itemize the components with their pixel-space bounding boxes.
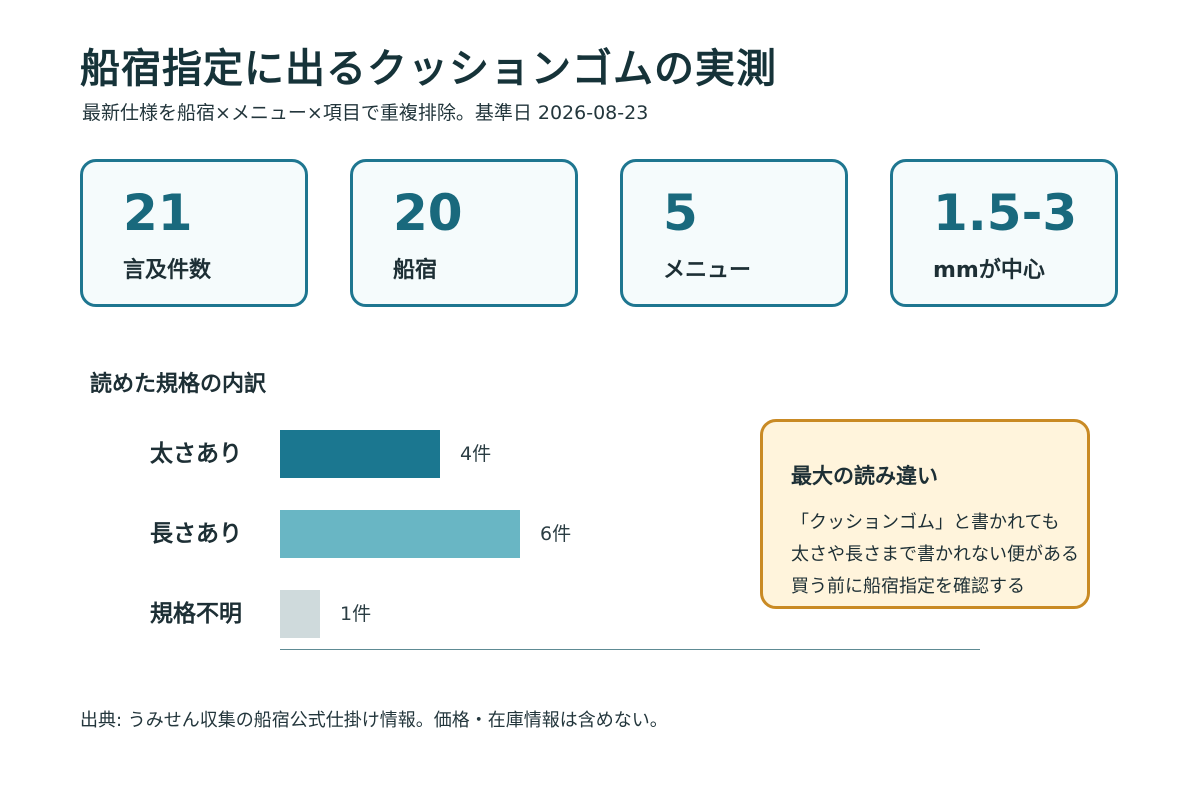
bar-category-label: 長さあり xyxy=(150,521,242,547)
kpi-label: メニュー xyxy=(663,258,752,283)
kpi-label: 言及件数 xyxy=(123,258,212,283)
callout-line: 太さや長さまで書かれない便がある xyxy=(791,544,1079,565)
bar xyxy=(280,510,520,558)
page-subtitle: 最新仕様を船宿×メニュー×項目で重複排除。基準日 2026-08-23 xyxy=(82,102,649,124)
chart-title: 読めた規格の内訳 xyxy=(90,372,267,397)
page-title: 船宿指定に出るクッションゴムの実測 xyxy=(80,46,777,92)
bar-value-label: 1件 xyxy=(340,603,372,625)
bar xyxy=(280,590,320,638)
kpi-card-size: 1.5-3 mmが中心 xyxy=(890,159,1118,307)
bar-value-label: 4件 xyxy=(460,443,492,465)
callout-line: 買う前に船宿指定を確認する xyxy=(791,576,1025,597)
callout-title: 最大の読み違い xyxy=(791,464,938,488)
kpi-value: 21 xyxy=(123,184,193,242)
chart-baseline xyxy=(280,649,980,650)
kpi-card-mentions: 21 言及件数 xyxy=(80,159,308,307)
callout-box: 最大の読み違い 「クッションゴム」と書かれても 太さや長さまで書かれない便がある… xyxy=(760,419,1090,609)
bar-value-label: 6件 xyxy=(540,523,572,545)
kpi-value: 5 xyxy=(663,184,698,242)
kpi-card-menus: 5 メニュー xyxy=(620,159,848,307)
source-note: 出典: うみせん収集の船宿公式仕掛け情報。価格・在庫情報は含めない。 xyxy=(80,710,668,731)
bar xyxy=(280,430,440,478)
bar-category-label: 太さあり xyxy=(150,441,242,467)
kpi-label: mmが中心 xyxy=(933,258,1045,283)
kpi-card-boats: 20 船宿 xyxy=(350,159,578,307)
bar-category-label: 規格不明 xyxy=(150,601,242,627)
kpi-label: 船宿 xyxy=(393,258,438,283)
kpi-value: 1.5-3 xyxy=(933,184,1078,242)
kpi-value: 20 xyxy=(393,184,463,242)
callout-line: 「クッションゴム」と書かれても xyxy=(791,512,1060,533)
